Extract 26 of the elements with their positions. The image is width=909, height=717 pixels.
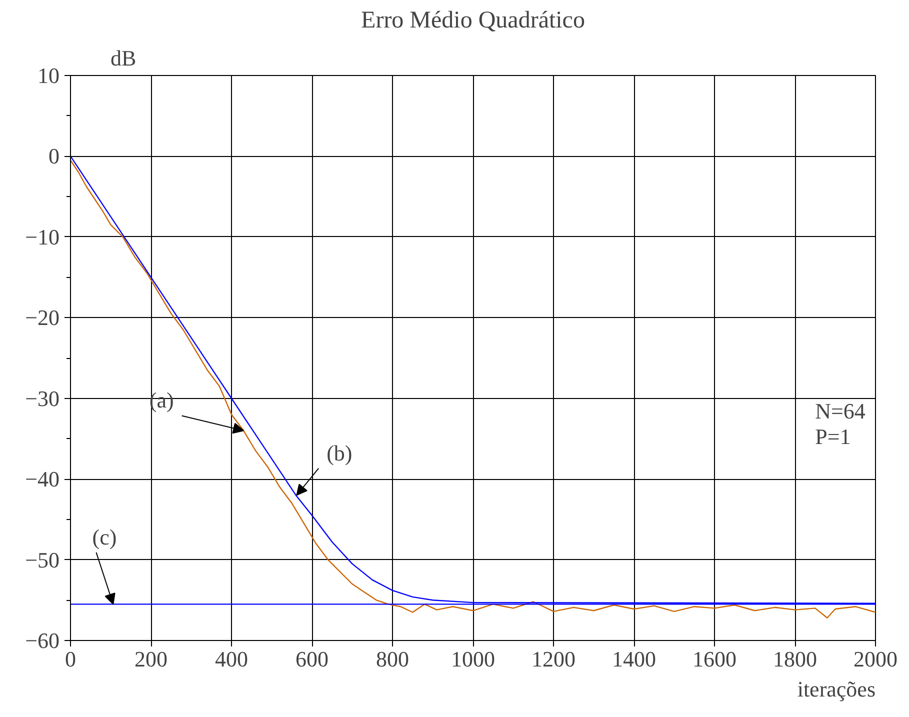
- y-tick-label: −60: [25, 628, 60, 653]
- annotation: (b): [326, 440, 352, 466]
- y-tick-label: −40: [25, 466, 60, 492]
- chart-title: Erro Médio Quadrático: [361, 8, 585, 34]
- y-tick-label: −20: [25, 305, 60, 330]
- x-axis-title: iterações: [797, 676, 876, 702]
- y-tick-label: −10: [25, 224, 60, 250]
- x-tick-label: 2000: [854, 646, 898, 672]
- x-tick-label: 1200: [532, 646, 576, 672]
- x-tick-label: 1600: [692, 646, 736, 672]
- y-tick-label: −30: [25, 386, 60, 411]
- x-tick-label: 1400: [612, 646, 656, 672]
- annotation: N=64: [815, 398, 866, 424]
- x-tick-label: 800: [376, 646, 409, 672]
- x-tick-label: 200: [134, 646, 168, 672]
- x-tick-label: 600: [296, 646, 328, 672]
- x-tick-label: 1000: [451, 646, 495, 672]
- x-tick-label: 400: [215, 646, 248, 672]
- y-tick-label: −50: [25, 547, 60, 572]
- annotation: (c): [92, 524, 117, 550]
- y-tick-label: 0: [48, 144, 60, 169]
- y-tick-label: 10: [38, 63, 60, 88]
- x-tick-label: 1800: [773, 646, 817, 672]
- annotation: P=1: [815, 424, 851, 450]
- x-tick-label: 0: [65, 646, 76, 672]
- y-axis-title: dB: [110, 46, 136, 70]
